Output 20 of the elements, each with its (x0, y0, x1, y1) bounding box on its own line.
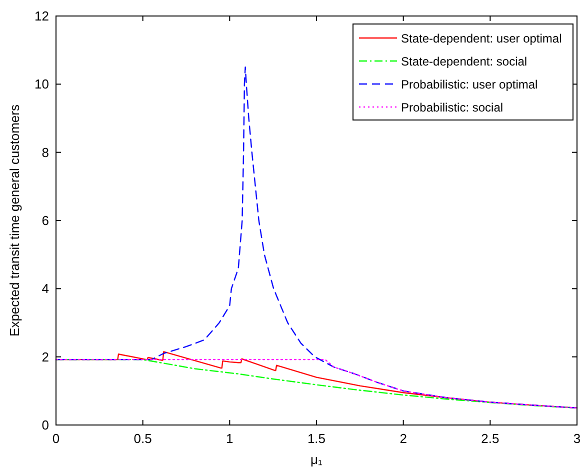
legend-label: State-dependent: user optimal (401, 32, 562, 46)
y-tick-label: 10 (34, 76, 49, 92)
x-tick-label: 1 (226, 431, 234, 446)
y-tick-label: 0 (42, 418, 49, 432)
y-tick-label: 8 (42, 144, 49, 160)
legend-label: State-dependent: social (401, 54, 528, 68)
x-axis-title: μ₁ (310, 452, 324, 467)
x-tick-label: 0 (52, 431, 60, 446)
x-tick-label: 2 (400, 431, 407, 446)
x-tick-label: 2.5 (481, 431, 500, 446)
x-tick-label: 0.5 (134, 431, 152, 446)
legend-label: Probabilistic: user optimal (401, 78, 538, 92)
y-tick-label: 12 (34, 8, 49, 24)
x-tick-label: 3 (573, 431, 581, 446)
y-tick-label: 4 (42, 281, 49, 296)
y-tick-label: 6 (42, 213, 49, 228)
y-tick-label: 2 (42, 349, 49, 364)
legend-label: Probabilistic: social (401, 100, 504, 114)
y-axis-title: Expected transit time general customers (7, 104, 22, 336)
x-tick-label: 1.5 (307, 431, 326, 446)
